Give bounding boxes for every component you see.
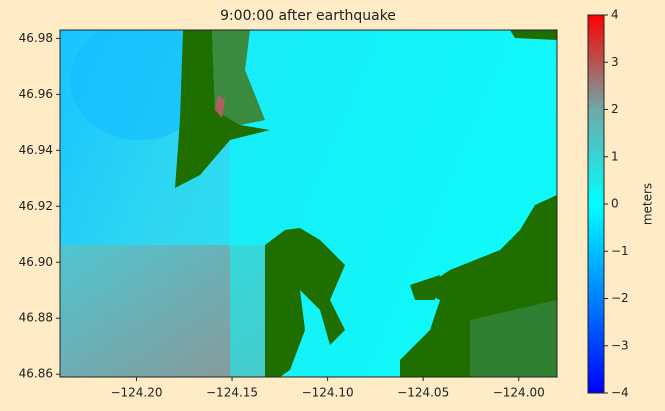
colorbar-tick-label: 2 [611, 102, 619, 116]
y-tick-label: 46.86 [19, 367, 53, 381]
x-tick-label: −124.00 [493, 386, 545, 400]
y-tick-label: 46.94 [19, 143, 53, 157]
x-tick-label: −124.20 [110, 386, 162, 400]
y-tick-label: 46.98 [19, 31, 53, 45]
y-tick-label: 46.90 [19, 255, 53, 269]
colorbar-tick-label: −2 [611, 291, 629, 305]
colorbar-tick-label: −1 [611, 244, 629, 258]
map [60, 30, 557, 377]
colorbar-tick-label: 1 [611, 149, 619, 163]
x-tick-label: −124.10 [302, 386, 354, 400]
axes-frame [59, 29, 558, 378]
colorbar-tick-label: 3 [611, 55, 619, 69]
colorbar [587, 14, 605, 394]
y-tick-label: 46.92 [19, 199, 53, 213]
x-tick-label: −124.15 [206, 386, 258, 400]
colorbar-tick-label: 4 [611, 8, 619, 22]
colorbar-tick-label: 0 [611, 197, 619, 211]
colorbar-label: meters [641, 183, 655, 225]
colorbar-tick-label: −4 [611, 386, 629, 400]
colorbar-tick-label: −3 [611, 338, 629, 352]
x-tick-label: −124.05 [397, 386, 449, 400]
y-tick-label: 46.88 [19, 311, 53, 325]
chart-title: 9:00:00 after earthquake [220, 8, 396, 24]
y-tick-label: 46.96 [19, 87, 53, 101]
